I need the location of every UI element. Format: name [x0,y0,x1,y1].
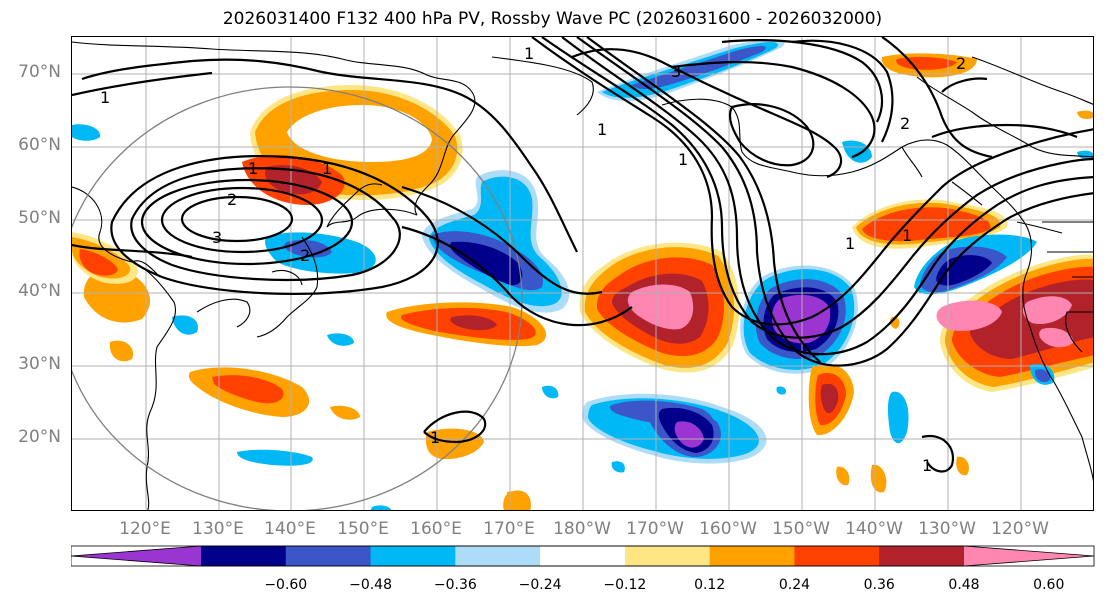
colorbar-cell [540,546,626,566]
colorbar-cell [794,546,880,566]
colorbar-tick-label: 0.60 [1033,577,1065,593]
lon-label: 150°E [337,519,389,539]
lon-label: 120°W [991,519,1049,539]
lon-label: 180°W [553,519,611,539]
contour-label: 1 [922,456,932,475]
colorbar-cell [455,546,541,566]
colorbar-tick-label: 0.48 [948,577,980,593]
lat-label: 50°N [18,208,61,228]
contour-label: 1 [322,159,332,178]
colorbar-tick-label: 0.24 [778,577,811,593]
colorbar-tick-label: −0.12 [603,577,647,593]
lon-label: 120°E [119,519,171,539]
lon-label: 150°W [772,519,830,539]
lat-label: 30°N [18,354,61,374]
lon-label: 160°W [699,519,757,539]
contour-label: 1 [100,88,110,107]
contour-label: 1 [524,44,534,63]
contour-label: 2 [227,190,237,209]
lon-label: 140°E [264,519,316,539]
lon-label: 130°E [192,519,244,539]
lat-label: 40°N [18,281,61,301]
colorbar-cell [624,546,711,566]
pv-contours [72,37,1093,473]
colorbar-tick-label: −0.24 [518,577,562,593]
colorbar-tick-label: −0.36 [433,577,477,593]
colorbar-cells [71,545,1095,567]
lat-label: 70°N [18,62,61,82]
contour-labels: 1 1 1 1 1 1 1 1 1 1 2 2 2 3 3 2 [100,44,966,475]
colorbar-tick-label: −0.60 [264,577,308,593]
map-panel: 1 1 1 1 1 1 1 1 1 1 2 2 2 3 3 2 [71,36,1094,511]
colorbar-cell [201,546,287,566]
colorbar-tick-label: −0.48 [349,577,392,593]
pv-map: 1 1 1 1 1 1 1 1 1 1 2 2 2 3 3 2 [72,37,1093,510]
lat-label: 60°N [18,135,61,155]
contour-label: 1 [845,234,855,253]
colorbar-cell [71,546,201,566]
colorbar-cell [285,546,372,566]
lon-label: 170°E [483,519,535,539]
lon-label: 170°W [626,519,684,539]
contour-label: 2 [300,246,310,265]
contour-label: 1 [597,120,607,139]
contour-label: 2 [900,114,910,133]
colorbar-tick-label: 0.36 [863,577,895,593]
coastlines [72,41,1093,510]
contour-label: 1 [902,226,912,245]
colorbar [71,545,1095,567]
contour-label: 1 [678,150,688,169]
colorbar-cell [964,546,1094,566]
contour-label: 2 [956,54,966,73]
chart-title: 2026031400 F132 400 hPa PV, Rossby Wave … [222,9,883,29]
contour-label: 1 [248,159,258,178]
lat-label: 20°N [18,427,61,447]
range-circle [72,86,523,510]
contour-label: 3 [671,62,681,81]
contour-label: 3 [212,228,222,247]
colorbar-cell [370,546,456,566]
colorbar-cell [709,546,795,566]
lon-label: 130°W [918,519,976,539]
lon-label: 140°W [845,519,903,539]
colorbar-cell [879,546,965,566]
contour-label: 1 [430,428,440,447]
colorbar-tick-label: 0.12 [694,577,726,593]
lon-label: 160°E [410,519,462,539]
